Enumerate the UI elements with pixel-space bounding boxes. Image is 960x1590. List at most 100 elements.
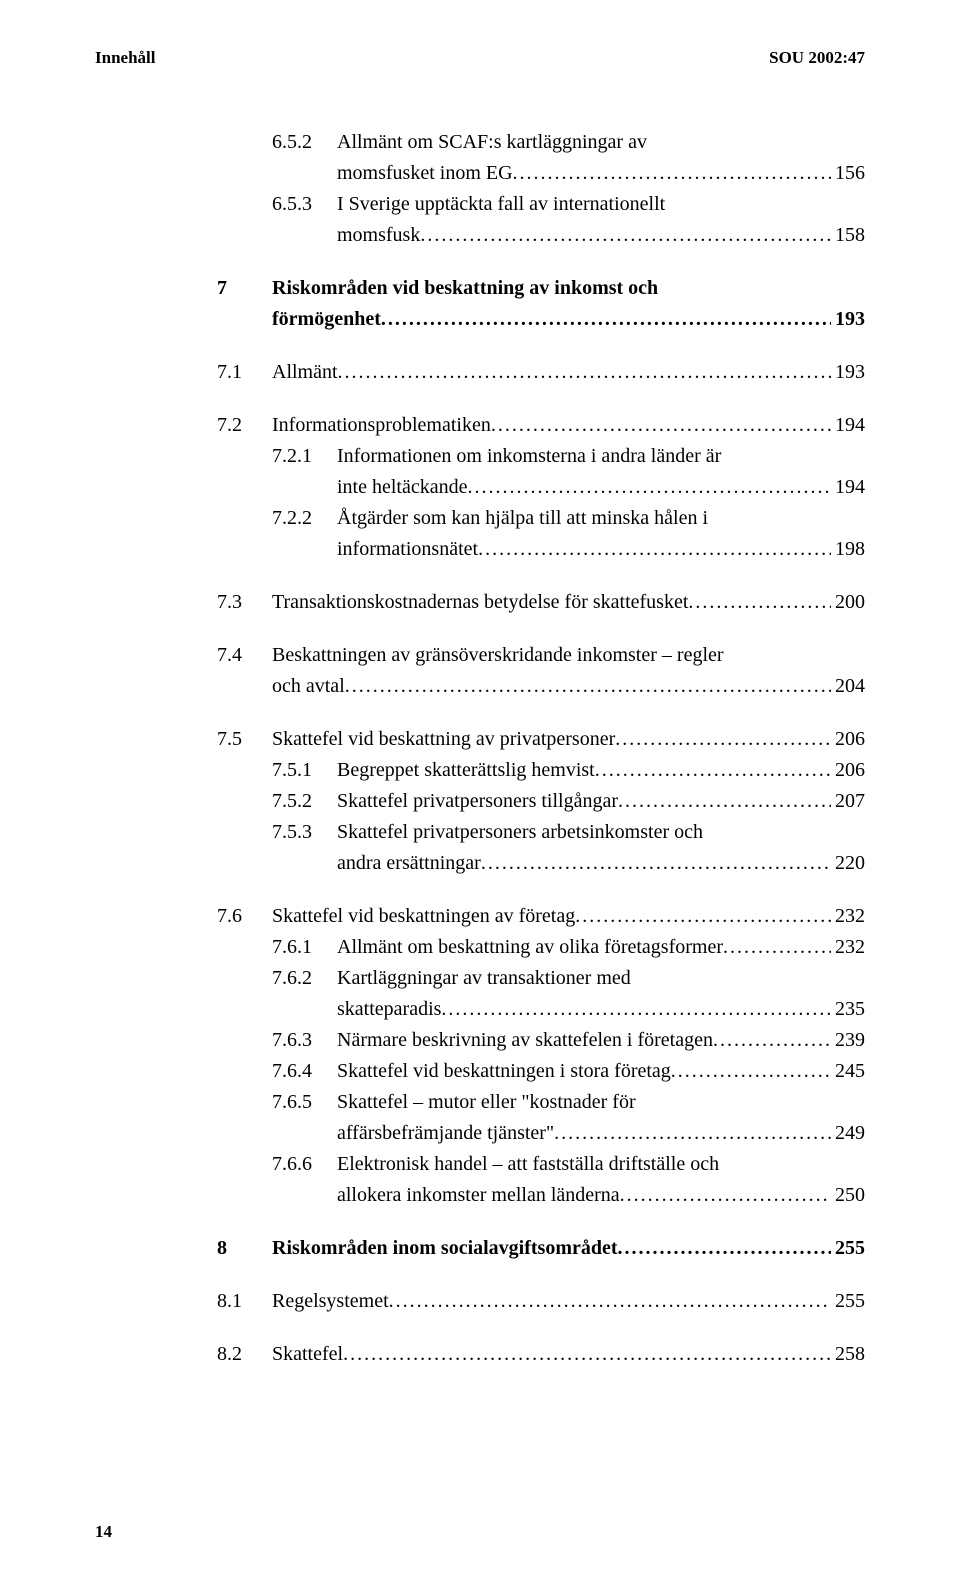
toc-page: 194	[831, 411, 865, 440]
toc-number-spacer	[272, 159, 337, 188]
toc-page: 206	[831, 725, 865, 754]
toc-page: 207	[831, 787, 865, 816]
toc-entry: 7.5.1Begreppet skatterättslig hemvist...…	[217, 756, 865, 785]
toc-title: Skattefel vid beskattningen av företag	[272, 902, 575, 931]
toc-title: Skattefel privatpersoners tillgångar	[337, 787, 618, 816]
toc-gap	[217, 252, 865, 274]
toc-number: 6.5.2	[272, 128, 337, 157]
toc-page: 232	[831, 902, 865, 931]
toc-title: Informationen om inkomsterna i andra län…	[337, 442, 721, 471]
toc-number: 7.1	[217, 358, 272, 387]
toc-number: 7.2.2	[272, 504, 337, 533]
table-of-contents: 6.5.2Allmänt om SCAF:s kartläggningar av…	[95, 128, 865, 1369]
toc-entry-continuation: momsfusk................................…	[217, 221, 865, 250]
toc-title-continuation: informationsnätet	[337, 535, 478, 564]
header-right: SOU 2002:47	[769, 48, 865, 68]
toc-leader: ........................................…	[420, 221, 831, 250]
toc-entry: 7.6.5Skattefel – mutor eller "kostnader …	[217, 1088, 865, 1117]
toc-number: 7.5	[217, 725, 272, 754]
toc-gap	[217, 619, 865, 641]
toc-page: 249	[831, 1119, 865, 1148]
toc-title: Åtgärder som kan hjälpa till att minska …	[337, 504, 708, 533]
toc-entry: 6.5.2Allmänt om SCAF:s kartläggningar av	[217, 128, 865, 157]
toc-entry-continuation: momsfusket inom EG......................…	[217, 159, 865, 188]
toc-number-spacer	[272, 1119, 337, 1148]
toc-entry: 7.6Skattefel vid beskattningen av företa…	[217, 902, 865, 931]
toc-number: 7.2	[217, 411, 272, 440]
toc-entry: 7.4Beskattningen av gränsöverskridande i…	[217, 641, 865, 670]
toc-page: 220	[831, 849, 865, 878]
header-left: Innehåll	[95, 48, 155, 68]
toc-entry: 7.6.1Allmänt om beskattning av olika för…	[217, 933, 865, 962]
toc-title: Transaktionskostnadernas betydelse för s…	[272, 588, 688, 617]
toc-page: 198	[831, 535, 865, 564]
toc-title: Närmare beskrivning av skattefelen i för…	[337, 1026, 713, 1055]
toc-page: 235	[831, 995, 865, 1024]
toc-number-spacer	[272, 473, 337, 502]
toc-entry-continuation: informationsnätet.......................…	[217, 535, 865, 564]
toc-page: 206	[831, 756, 865, 785]
toc-title: Informationsproblematiken	[272, 411, 491, 440]
toc-entry: 7.5.2Skattefel privatpersoners tillgånga…	[217, 787, 865, 816]
toc-leader: ........................................…	[575, 902, 831, 931]
toc-number-spacer	[272, 995, 337, 1024]
toc-number: 7.6	[217, 902, 272, 931]
toc-entry-continuation: allokera inkomster mellan länderna......…	[217, 1181, 865, 1210]
toc-number-spacer	[217, 305, 272, 334]
toc-title: Skattefel privatpersoners arbetsinkomste…	[337, 818, 703, 847]
toc-page: 255	[831, 1234, 865, 1263]
toc-leader: ........................................…	[595, 756, 831, 785]
toc-number: 7.6.3	[272, 1026, 337, 1055]
toc-page: 156	[831, 159, 865, 188]
toc-title: Allmänt om beskattning av olika företags…	[337, 933, 723, 962]
toc-page: 193	[831, 358, 865, 387]
toc-number: 7.2.1	[272, 442, 337, 471]
toc-leader: ........................................…	[491, 411, 831, 440]
toc-leader: ........................................…	[389, 1287, 831, 1316]
toc-page: 200	[831, 588, 865, 617]
toc-page: 239	[831, 1026, 865, 1055]
toc-number: 8.1	[217, 1287, 272, 1316]
toc-leader: ........................................…	[381, 305, 831, 334]
page-number: 14	[95, 1522, 112, 1542]
toc-title-continuation: och avtal	[272, 672, 345, 701]
toc-gap	[217, 1212, 865, 1234]
toc-entry-continuation: förmögenhet.............................…	[217, 305, 865, 334]
toc-number: 7.5.2	[272, 787, 337, 816]
toc-number: 7.3	[217, 588, 272, 617]
toc-entry: 7.6.3Närmare beskrivning av skattefelen …	[217, 1026, 865, 1055]
toc-leader: ........................................…	[554, 1119, 831, 1148]
toc-title: Begreppet skatterättslig hemvist	[337, 756, 595, 785]
toc-leader: ........................................…	[713, 1026, 831, 1055]
toc-entry: 7.3Transaktionskostnadernas betydelse fö…	[217, 588, 865, 617]
toc-entry: 7Riskområden vid beskattning av inkomst …	[217, 274, 865, 303]
toc-number: 8	[217, 1234, 272, 1263]
toc-title-continuation: förmögenhet	[272, 305, 381, 334]
toc-title: Skattefel – mutor eller "kostnader för	[337, 1088, 636, 1117]
toc-entry: 8Riskområden inom socialavgiftsområdet..…	[217, 1234, 865, 1263]
toc-title-continuation: momsfusket inom EG	[337, 159, 513, 188]
toc-number: 7.6.6	[272, 1150, 337, 1179]
toc-title: Kartläggningar av transaktioner med	[337, 964, 631, 993]
toc-entry: 6.5.3I Sverige upptäckta fall av interna…	[217, 190, 865, 219]
toc-entry-continuation: och avtal...............................…	[217, 672, 865, 701]
toc-entry: 7.5.3Skattefel privatpersoners arbetsink…	[217, 818, 865, 847]
page-header: Innehåll SOU 2002:47	[95, 48, 865, 68]
toc-leader: ........................................…	[723, 933, 831, 962]
toc-leader: ........................................…	[615, 725, 831, 754]
toc-gap	[217, 389, 865, 411]
toc-title-continuation: inte heltäckande	[337, 473, 468, 502]
toc-leader: ........................................…	[478, 535, 831, 564]
toc-title: Beskattningen av gränsöverskridande inko…	[272, 641, 724, 670]
toc-entry: 7.1Allmänt..............................…	[217, 358, 865, 387]
toc-title-continuation: skatteparadis	[337, 995, 441, 1024]
toc-number-spacer	[217, 672, 272, 701]
toc-leader: ........................................…	[345, 672, 831, 701]
toc-entry: 7.6.4Skattefel vid beskattningen i stora…	[217, 1057, 865, 1086]
toc-title: I Sverige upptäckta fall av internatione…	[337, 190, 665, 219]
toc-title: Skattefel vid beskattning av privatperso…	[272, 725, 615, 754]
toc-leader: ........................................…	[481, 849, 831, 878]
toc-leader: ........................................…	[513, 159, 831, 188]
toc-number: 7.6.1	[272, 933, 337, 962]
toc-title-continuation: allokera inkomster mellan länderna	[337, 1181, 620, 1210]
